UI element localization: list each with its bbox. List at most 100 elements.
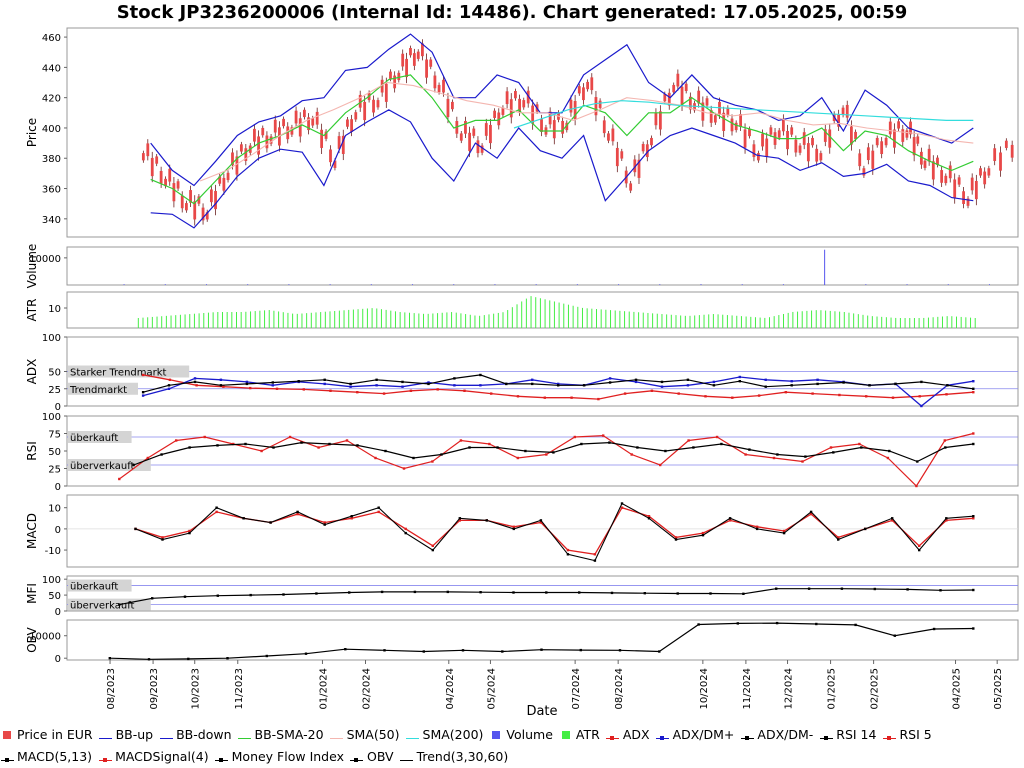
x-tick-label: 02/2024 xyxy=(361,668,372,710)
price-candle-body xyxy=(561,120,565,134)
price-candle-body xyxy=(845,104,849,118)
legend-symbol xyxy=(215,746,229,768)
obv-point xyxy=(854,623,857,627)
adx-dm-minus-point xyxy=(375,378,378,381)
macd-point xyxy=(620,502,624,505)
price-candle-body xyxy=(966,198,970,206)
atr-y-axis-label: ATR xyxy=(25,299,39,322)
mfi-point xyxy=(216,594,219,597)
adx-dm-plus-point xyxy=(349,385,352,388)
adx-dm-plus-point xyxy=(608,377,612,380)
rsi5-point xyxy=(573,435,576,439)
price-candle-body xyxy=(781,118,785,132)
legend-swatch xyxy=(400,760,414,761)
rsi-y-tick-label: 100 xyxy=(42,412,61,423)
price-candle-body xyxy=(905,130,909,138)
rsi5-point xyxy=(374,456,377,460)
legend-symbol xyxy=(238,724,252,746)
price-candle-body xyxy=(999,152,1002,171)
price-candle-body xyxy=(239,144,243,152)
price-candle-body xyxy=(337,136,341,149)
price-candle-body xyxy=(936,157,939,165)
adx-dm-minus-point xyxy=(167,384,171,387)
adx-point xyxy=(516,395,520,398)
price-candle-body xyxy=(522,100,526,108)
price-candle-body xyxy=(919,151,923,165)
legend-swatch xyxy=(561,731,570,739)
legend-item: ADX/DM- xyxy=(740,724,813,746)
macd-signal-point xyxy=(161,536,164,539)
price-candle-body xyxy=(819,153,823,161)
price-candle-body xyxy=(676,73,680,87)
x-tick-label: 07/2024 xyxy=(571,668,582,710)
obv-point xyxy=(736,622,739,625)
macd-signal-point xyxy=(566,548,570,552)
rsi14-point xyxy=(664,449,667,453)
legend-symbol xyxy=(330,724,344,746)
price-candle-body xyxy=(1010,144,1014,158)
price-candle-body xyxy=(582,87,585,101)
price-candle-body xyxy=(298,118,302,137)
price-candle-body xyxy=(663,94,667,102)
adx-dm-minus-point xyxy=(738,380,741,383)
obv-point xyxy=(618,649,622,652)
obv-point xyxy=(422,650,425,653)
legend-swatch xyxy=(215,758,229,762)
adx-dm-minus-point xyxy=(686,378,690,381)
adx-dm-minus-point xyxy=(557,384,560,387)
rsi5-point xyxy=(687,439,690,442)
price-candle-body xyxy=(602,120,606,134)
adx-y-tick-label: 50 xyxy=(48,368,61,379)
adx-dm-plus-point xyxy=(686,384,690,387)
macd-point xyxy=(404,531,407,535)
adx-dm-plus-point xyxy=(141,394,145,397)
legend-label: Trend(3,30,60) xyxy=(416,749,509,764)
rsi5-point xyxy=(459,439,463,442)
legend-item: Volume xyxy=(489,724,553,746)
adx-dm-plus-point xyxy=(557,382,560,386)
price-candle-body xyxy=(437,84,441,93)
price-candle-body xyxy=(384,83,388,102)
adx-dm-plus-point xyxy=(167,387,171,390)
legend-swatch xyxy=(0,758,14,762)
macd-point xyxy=(215,506,218,509)
obv-point xyxy=(697,623,700,626)
legend-item: BB-down xyxy=(159,724,232,746)
adx-dm-plus-point xyxy=(790,380,793,383)
x-tick-label: 08/2023 xyxy=(106,668,117,710)
mfi-point xyxy=(939,589,942,592)
price-candle-body xyxy=(193,201,197,220)
macd-signal-point xyxy=(377,510,380,514)
price-candle-body xyxy=(688,96,692,110)
rsi5-point xyxy=(630,453,633,456)
price-candle-body xyxy=(897,121,901,129)
rsi14-point xyxy=(272,446,275,449)
price-candle-body xyxy=(645,144,649,158)
price-candle-body xyxy=(235,156,239,175)
price-candle-body xyxy=(765,138,769,157)
price-candle-body xyxy=(218,176,222,184)
adx-point xyxy=(570,396,573,399)
price-candle-body xyxy=(577,86,581,94)
price-candle-body xyxy=(790,127,794,135)
legend-symbol xyxy=(606,724,620,746)
legend-symbol xyxy=(882,724,896,746)
price-candle-body xyxy=(497,112,501,126)
adx-dm-plus-point xyxy=(660,385,664,388)
price-candle-body xyxy=(875,137,879,146)
adx-dm-minus-point xyxy=(479,373,482,377)
obv-point xyxy=(893,634,896,637)
rsi5-point xyxy=(260,449,263,453)
price-candle-body xyxy=(743,129,747,148)
price-candle-body xyxy=(672,84,676,93)
price-candle-body xyxy=(476,140,480,154)
adx-dm-minus-point xyxy=(946,384,949,387)
adx-point xyxy=(168,378,172,381)
mfi-point xyxy=(380,590,384,594)
price-candle-body xyxy=(850,126,853,145)
adx-dm-plus-point xyxy=(427,381,430,384)
legend-item: OBV xyxy=(350,746,394,768)
adx-dm-plus-point xyxy=(764,378,767,381)
adx-point xyxy=(945,393,948,396)
legend-symbol xyxy=(0,746,14,768)
